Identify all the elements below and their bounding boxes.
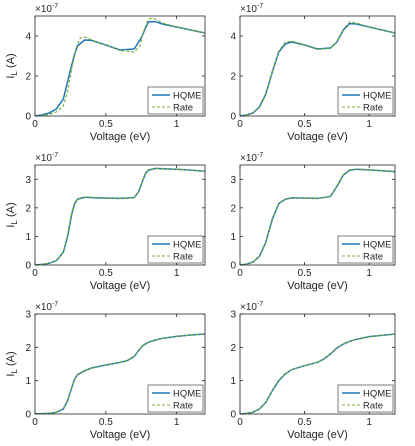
axes-box: [34, 313, 206, 415]
y-tick-label: 1: [25, 376, 31, 387]
y-axis-label: IL (A): [5, 53, 19, 78]
legend-label-hqme: HQME: [363, 91, 392, 102]
legend-label-rate: Rate: [363, 252, 383, 263]
y-tick-label: 0: [230, 410, 236, 421]
legend-label-hqme: HQME: [363, 240, 392, 251]
y-tick-label: 3: [25, 310, 31, 321]
axes-box: [34, 15, 206, 117]
exponent-label: ×10-7: [240, 301, 263, 313]
legend-label-rate: Rate: [173, 103, 193, 114]
y-tick-label: 0: [25, 261, 31, 272]
series-line-rate: [35, 167, 205, 265]
y-tick-label: 2: [25, 72, 31, 83]
legend-box: [147, 384, 204, 413]
x-tick-label: 1: [174, 119, 180, 130]
x-axis-label: Voltage (eV): [287, 280, 348, 292]
y-tick-label: 0: [230, 261, 236, 272]
legend-label-hqme: HQME: [173, 240, 202, 251]
series-line-hqme: [35, 20, 205, 116]
legend-label-hqme: HQME: [173, 389, 202, 400]
x-tick-label: 0: [32, 119, 38, 130]
x-tick-label: 0: [237, 268, 243, 279]
y-tick-label: 1: [25, 232, 31, 243]
x-tick-label: 0.5: [99, 268, 113, 279]
legend-label-rate: Rate: [173, 401, 193, 412]
x-tick-label: 0.5: [99, 417, 113, 428]
axes-box: [239, 313, 396, 415]
legend-box: [147, 86, 204, 115]
y-tick-label: 4: [25, 32, 31, 43]
x-tick-label: 1: [174, 268, 180, 279]
y-tick-label: 3: [25, 175, 31, 186]
x-axis-label: Voltage (eV): [90, 131, 151, 143]
legend-label-rate: Rate: [173, 252, 193, 263]
legend-box: [337, 235, 394, 264]
x-tick-label: 0.5: [298, 119, 312, 130]
exponent-label: ×10-7: [35, 152, 58, 164]
series-line-rate: [35, 17, 205, 116]
legend-box: [147, 235, 204, 264]
legend-box: [337, 384, 394, 413]
y-tick-label: 1: [230, 376, 236, 387]
x-tick-label: 0.5: [298, 268, 312, 279]
series-line-rate: [240, 333, 395, 414]
y-axis-label: IL (A): [5, 202, 19, 227]
y-tick-label: 2: [230, 343, 236, 354]
exponent-label: ×10-7: [35, 3, 58, 15]
legend-box: [337, 86, 394, 115]
y-tick-label: 2: [25, 203, 31, 214]
y-tick-label: 3: [230, 175, 236, 186]
y-axis-label: IL (A): [5, 351, 19, 376]
exponent-label: ×10-7: [35, 301, 58, 313]
series-line-rate: [35, 333, 205, 414]
axes-box: [239, 15, 396, 117]
x-tick-label: 0.5: [99, 119, 113, 130]
x-axis-label: Voltage (eV): [287, 131, 348, 143]
x-tick-label: 0.5: [298, 417, 312, 428]
exponent-label: ×10-7: [240, 152, 263, 164]
y-tick-label: 3: [230, 310, 236, 321]
series-line-rate: [240, 168, 395, 265]
legend-label-hqme: HQME: [173, 91, 202, 102]
x-tick-label: 0: [32, 417, 38, 428]
x-axis-label: Voltage (eV): [90, 429, 151, 441]
x-tick-label: 1: [174, 417, 180, 428]
x-axis-label: Voltage (eV): [287, 429, 348, 441]
series-line-rate: [240, 21, 395, 116]
y-tick-label: 0: [230, 112, 236, 123]
y-tick-label: 0: [25, 410, 31, 421]
y-tick-label: 2: [230, 72, 236, 83]
legend-label-hqme: HQME: [363, 389, 392, 400]
x-tick-label: 0: [32, 268, 38, 279]
x-tick-label: 0: [237, 417, 243, 428]
legend-label-rate: Rate: [363, 401, 383, 412]
legend-label-rate: Rate: [363, 103, 383, 114]
x-tick-label: 1: [366, 417, 372, 428]
y-tick-label: 0: [25, 112, 31, 123]
x-axis-label: Voltage (eV): [90, 280, 151, 292]
axes-box: [239, 164, 396, 266]
x-tick-label: 1: [366, 268, 372, 279]
axes-box: [34, 164, 206, 266]
x-tick-label: 0: [237, 119, 243, 130]
exponent-label: ×10-7: [240, 3, 263, 15]
x-tick-label: 1: [366, 119, 372, 130]
y-tick-label: 2: [25, 343, 31, 354]
y-tick-label: 1: [230, 232, 236, 243]
y-tick-label: 4: [230, 32, 236, 43]
y-tick-label: 2: [230, 203, 236, 214]
